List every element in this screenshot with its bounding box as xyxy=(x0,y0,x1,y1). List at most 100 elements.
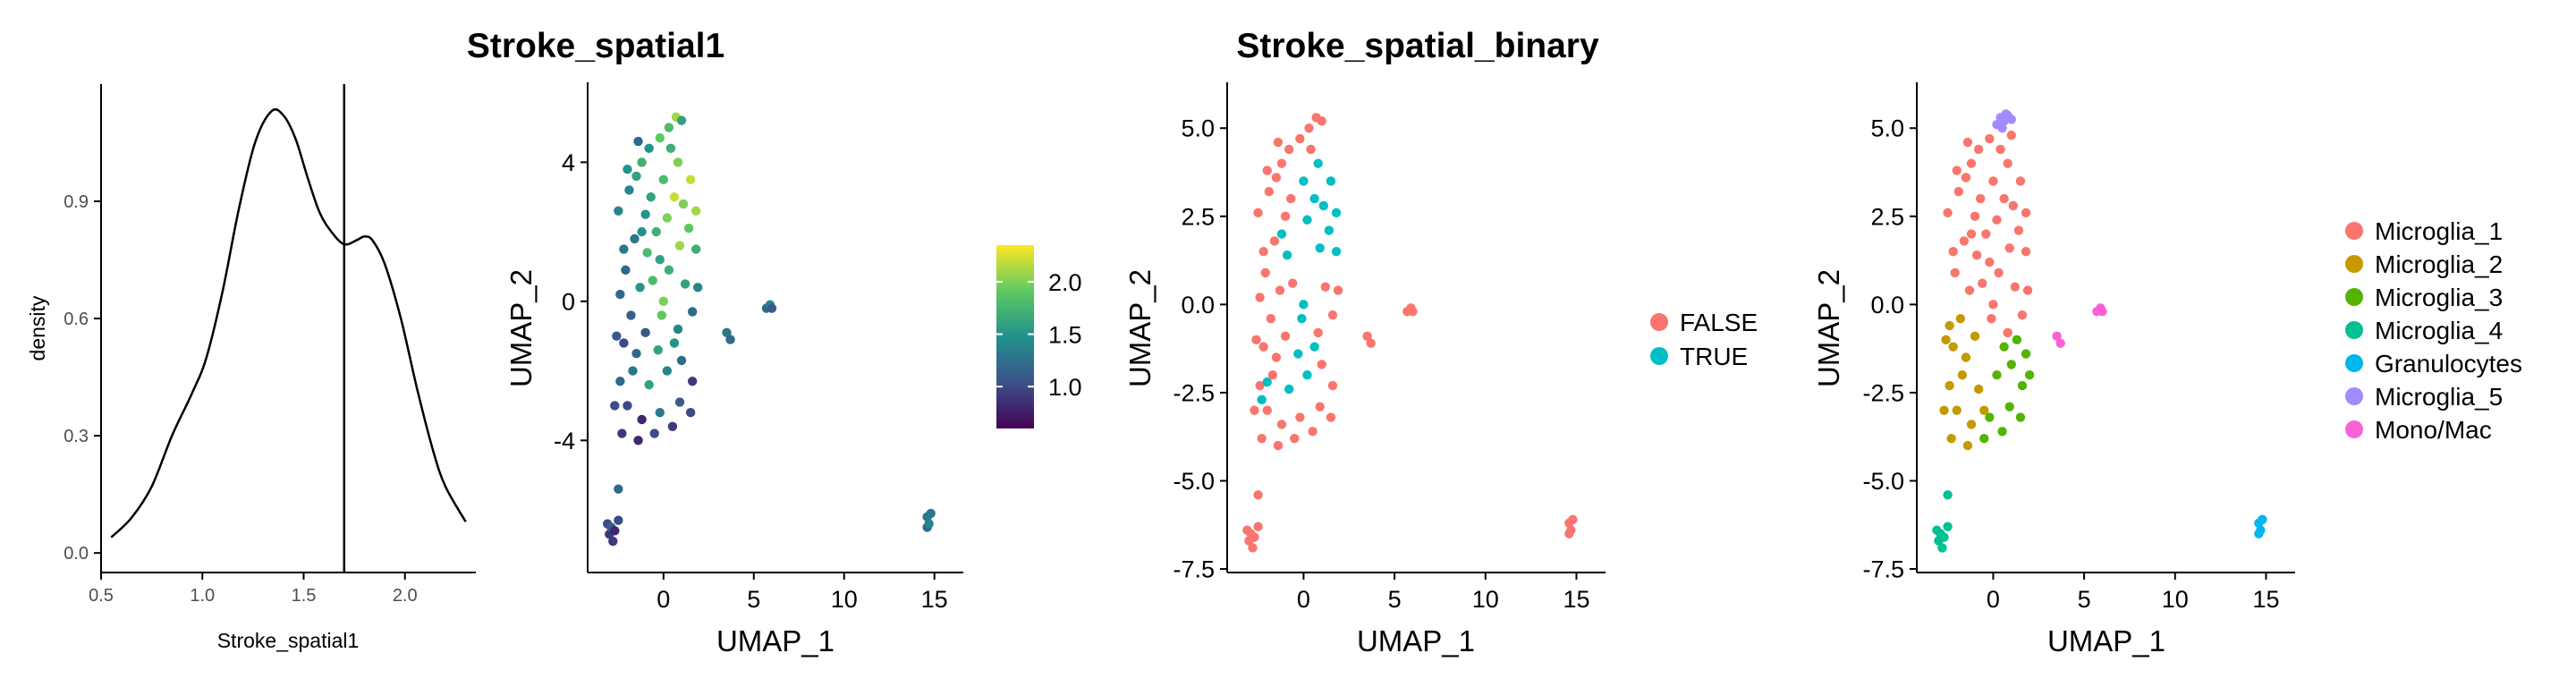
cluster-point xyxy=(1992,215,2002,225)
x-tick-label: 10 xyxy=(831,586,858,613)
false-point xyxy=(1326,412,1336,422)
cell-point xyxy=(926,508,936,519)
false-point xyxy=(1262,165,1272,175)
cluster-point xyxy=(1985,133,1995,144)
legend-swatch xyxy=(2345,255,2363,273)
x-tick-label: 0 xyxy=(657,586,670,613)
cell-point xyxy=(674,397,685,407)
y-tick-label: -2.5 xyxy=(1173,379,1215,406)
true-point xyxy=(1299,176,1309,186)
false-point xyxy=(1327,310,1338,320)
false-point xyxy=(1250,532,1259,542)
cell-point xyxy=(614,206,623,216)
binary-y-ticks: -7.5 -5.0 -2.5 0.0 2.5 5.0 xyxy=(1173,115,1227,583)
cell-point xyxy=(691,206,701,216)
cluster-point xyxy=(1943,490,1953,500)
cell-point xyxy=(615,289,625,300)
cell-point xyxy=(665,143,676,154)
false-point xyxy=(1253,490,1263,500)
x-tick-label: 10 xyxy=(2162,586,2189,613)
cluster-point xyxy=(2013,225,2024,235)
cluster-point xyxy=(2008,200,2018,211)
continuous-x-ticks: 0 5 10 15 xyxy=(657,572,948,613)
cluster-point xyxy=(2006,360,2016,369)
cell-point xyxy=(646,192,656,202)
density-curve xyxy=(110,108,467,539)
true-point xyxy=(1318,200,1328,211)
true-point xyxy=(1282,250,1292,260)
cell-point xyxy=(644,379,654,390)
legend-label: TRUE xyxy=(1680,343,1748,370)
legend-swatch xyxy=(1650,347,1668,365)
colorbar-tick-label: 1.5 xyxy=(1048,322,1082,349)
false-point xyxy=(1275,285,1285,295)
cell-point xyxy=(619,338,629,348)
cell-point xyxy=(669,192,680,202)
cell-point xyxy=(649,428,659,438)
y-tick-label: 0.9 xyxy=(64,192,89,212)
y-tick-label: -2.5 xyxy=(1862,379,1904,406)
cell-point xyxy=(614,484,623,494)
legend-swatch xyxy=(2345,387,2363,405)
false-point xyxy=(1362,331,1372,342)
cluster-point xyxy=(1941,335,1951,344)
x-tick-label: 1.5 xyxy=(292,586,317,606)
density-y-ticks: 0.0 0.3 0.6 0.9 xyxy=(64,192,101,564)
y-tick-label: 0 xyxy=(562,288,575,315)
cluster-point xyxy=(2015,176,2026,186)
colorbar xyxy=(996,245,1034,428)
cell-point xyxy=(725,335,735,344)
cell-point xyxy=(633,436,643,445)
cell-point xyxy=(722,327,732,338)
cluster-point xyxy=(2021,208,2031,218)
false-point xyxy=(1258,247,1268,257)
false-point xyxy=(1248,543,1258,553)
false-point xyxy=(1315,402,1325,411)
cell-point xyxy=(657,310,666,320)
cluster-x-label: UMAP_1 xyxy=(2047,624,2165,657)
cluster-point xyxy=(1966,420,1977,429)
cluster-point xyxy=(1952,165,1962,175)
legend-swatch xyxy=(2345,321,2363,339)
legend-label: Granulocytes xyxy=(2375,350,2522,377)
cluster-point xyxy=(1961,352,1971,362)
cluster-point xyxy=(1992,370,2002,380)
false-point xyxy=(1260,267,1270,278)
false-point xyxy=(1257,433,1267,444)
cluster-point xyxy=(1948,247,1958,257)
y-tick-label: -7.5 xyxy=(1862,556,1904,583)
y-tick-label: 5.0 xyxy=(1870,115,1904,142)
cluster-point xyxy=(1962,137,1973,148)
false-point xyxy=(1295,412,1305,422)
false-point xyxy=(1276,158,1287,168)
false-point xyxy=(1266,313,1276,324)
cluster-point xyxy=(1985,257,1995,267)
legend-label: Microglia_1 xyxy=(2375,217,2503,245)
y-tick-label: -7.5 xyxy=(1173,556,1215,583)
cluster-point xyxy=(1939,532,1949,542)
cluster-point xyxy=(1948,342,1958,352)
false-point xyxy=(1317,360,1326,369)
cell-point xyxy=(617,428,627,438)
legend-swatch xyxy=(2345,420,2363,438)
legend-label: FALSE xyxy=(1680,309,1758,336)
cell-point xyxy=(631,171,641,182)
true-point xyxy=(1324,225,1335,235)
cluster-point xyxy=(2017,310,2028,320)
cell-point xyxy=(680,279,691,289)
false-point xyxy=(1408,307,1418,317)
cluster-y-label: UMAP_2 xyxy=(1812,269,1845,387)
cluster-y-ticks: -7.5 -5.0 -2.5 0.0 2.5 5.0 xyxy=(1862,115,1917,583)
cell-point xyxy=(619,244,629,254)
x-tick-label: 0 xyxy=(1297,586,1310,613)
true-point xyxy=(1297,313,1307,324)
true-point xyxy=(1299,300,1309,310)
cell-point xyxy=(642,248,652,258)
cluster-panel: 0 5 10 15 -7.5 -5.0 -2.5 0.0 2.5 5.0 UMAP_1 UMAP… xyxy=(1812,82,2522,657)
cluster-point xyxy=(1943,522,1953,531)
y-tick-label: -5.0 xyxy=(1173,468,1215,495)
cell-point xyxy=(610,401,620,411)
cell-point xyxy=(640,327,650,338)
cluster-point xyxy=(1966,229,1977,239)
